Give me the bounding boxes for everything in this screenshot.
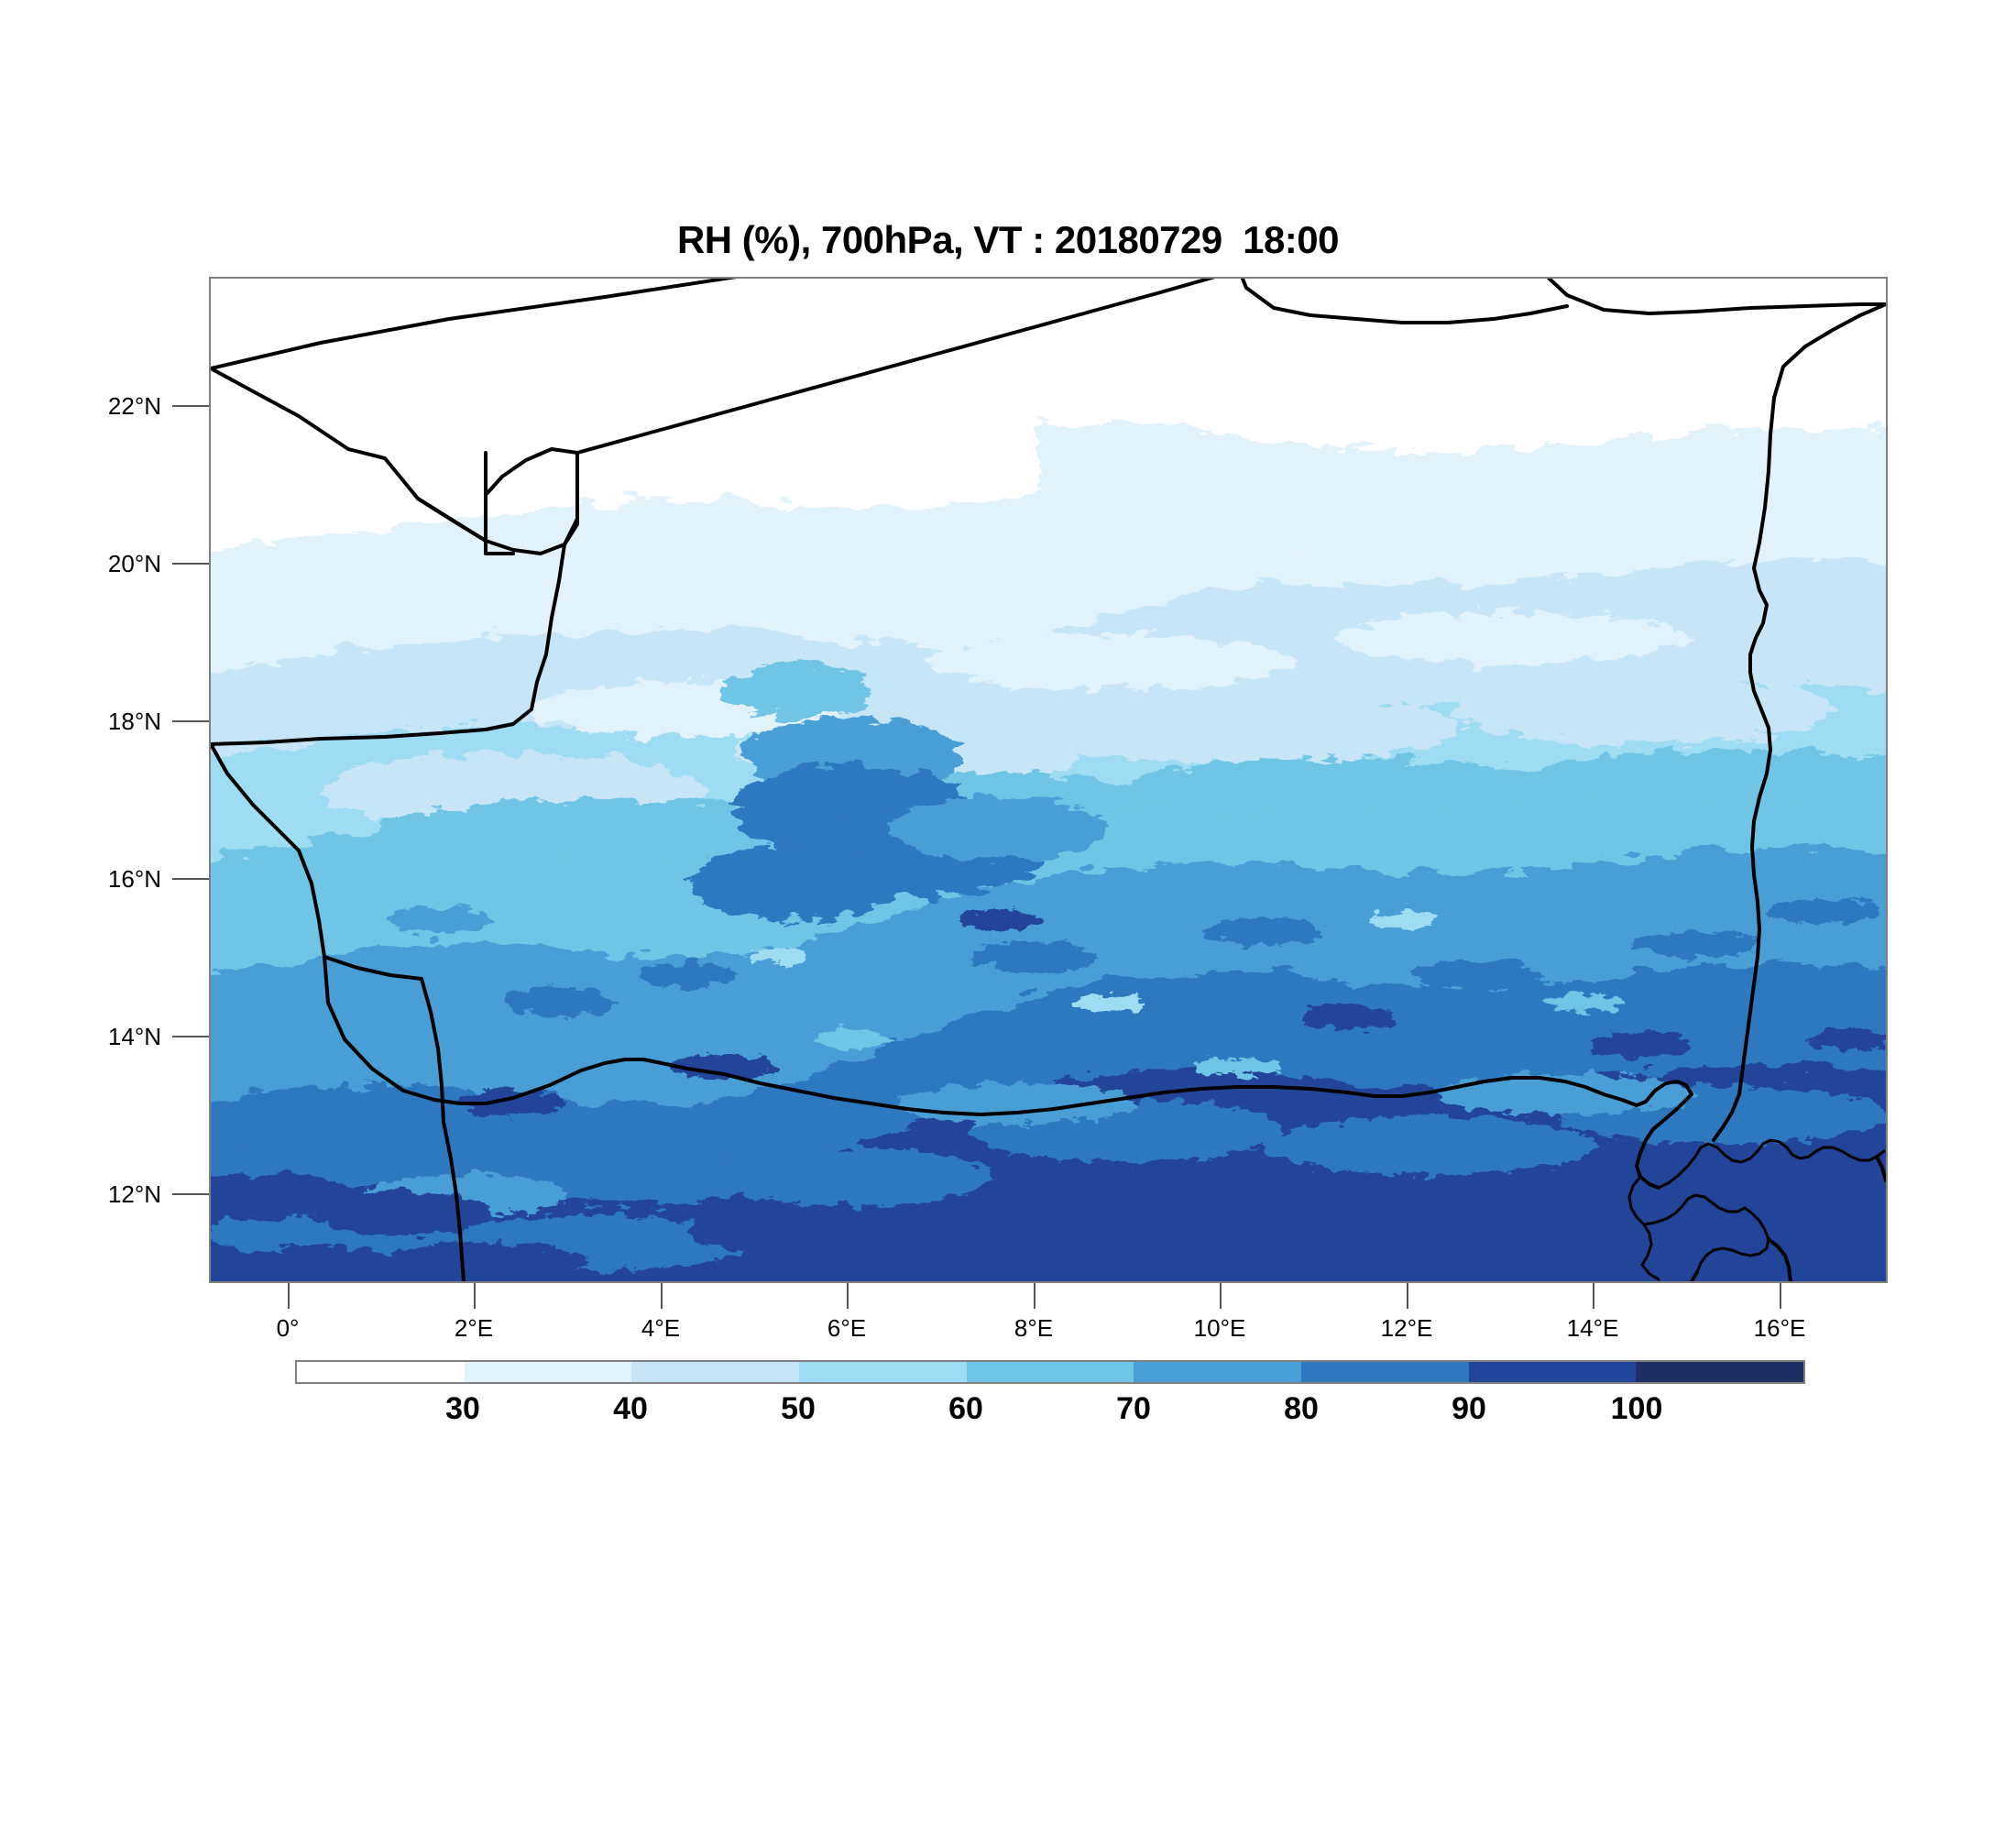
colorbar-band-80-90[interactable] [1301,1362,1469,1382]
colorbar-band-70-80[interactable] [1134,1362,1302,1382]
xtick-line-2E [474,1283,476,1309]
xtick-label-10E: 10°E [1193,1314,1246,1342]
colorbar-band-20-30[interactable] [297,1362,465,1382]
contour-speckles [387,871,1886,1116]
xtick-label-0: 0° [276,1314,300,1342]
colorbar-tick-30: 30 [445,1391,481,1427]
colorbar-band-90-100[interactable] [1468,1362,1637,1382]
xtick-line-6E [847,1283,849,1309]
ytick-line-14N [172,1036,209,1037]
colorbar-tick-50: 50 [781,1391,816,1427]
xtick-label-6E: 6°E [827,1314,867,1342]
xtick-label-2E: 2°E [454,1314,494,1342]
country-border-lines [211,279,1886,1281]
xtick-line-14E [1593,1283,1594,1309]
colorbar-tick-40: 40 [613,1391,649,1427]
ytick-line-16N [172,878,209,880]
xtick-line-8E [1034,1283,1035,1309]
colorbar-tick-80: 80 [1284,1391,1320,1427]
ytick-line-18N [172,720,209,722]
xtick-line-16E [1780,1283,1781,1309]
ytick-line-22N [172,405,209,407]
colorbar-band-60-70[interactable] [966,1362,1134,1382]
colorbar-tick-60: 60 [948,1391,984,1427]
xtick-label-8E: 8°E [1013,1314,1054,1342]
ytick-label-20N: 20°N [107,550,161,577]
xtick-line-0 [288,1283,290,1309]
xtick-label-14E: 14°E [1566,1314,1619,1342]
ytick-label-22N: 22°N [107,392,161,420]
xtick-line-4E [661,1283,663,1309]
colorbar-band-30-40[interactable] [464,1362,632,1382]
xtick-label-4E: 4°E [641,1314,681,1342]
colorbar-band-50-60[interactable] [799,1362,967,1382]
ytick-label-14N: 14°N [107,1023,161,1050]
xtick-line-12E [1407,1283,1408,1309]
ytick-label-12N: 12°N [107,1180,161,1208]
ytick-label-16N: 16°N [107,865,161,893]
colorbar-tick-100: 100 [1610,1391,1663,1427]
contour-map [211,279,1886,1281]
colorbar-tick-90: 90 [1452,1391,1487,1427]
xtick-label-16E: 16°E [1753,1314,1806,1342]
page-title: RH (%), 700hPa, VT : 20180729 18:00 [676,218,1340,261]
ytick-label-18N: 18°N [107,708,161,735]
contour-fill-layer [211,279,1886,1281]
colorbar[interactable] [295,1360,1805,1384]
ytick-line-12N [172,1193,209,1195]
colorbar-band-100-110[interactable] [1636,1362,1804,1382]
map-plot-area[interactable] [209,277,1888,1283]
ytick-line-20N [172,563,209,565]
colorbar-tick-70: 70 [1116,1391,1152,1427]
xtick-line-10E [1220,1283,1222,1309]
colorbar-band-40-50[interactable] [631,1362,800,1382]
xtick-label-12E: 12°E [1380,1314,1433,1342]
